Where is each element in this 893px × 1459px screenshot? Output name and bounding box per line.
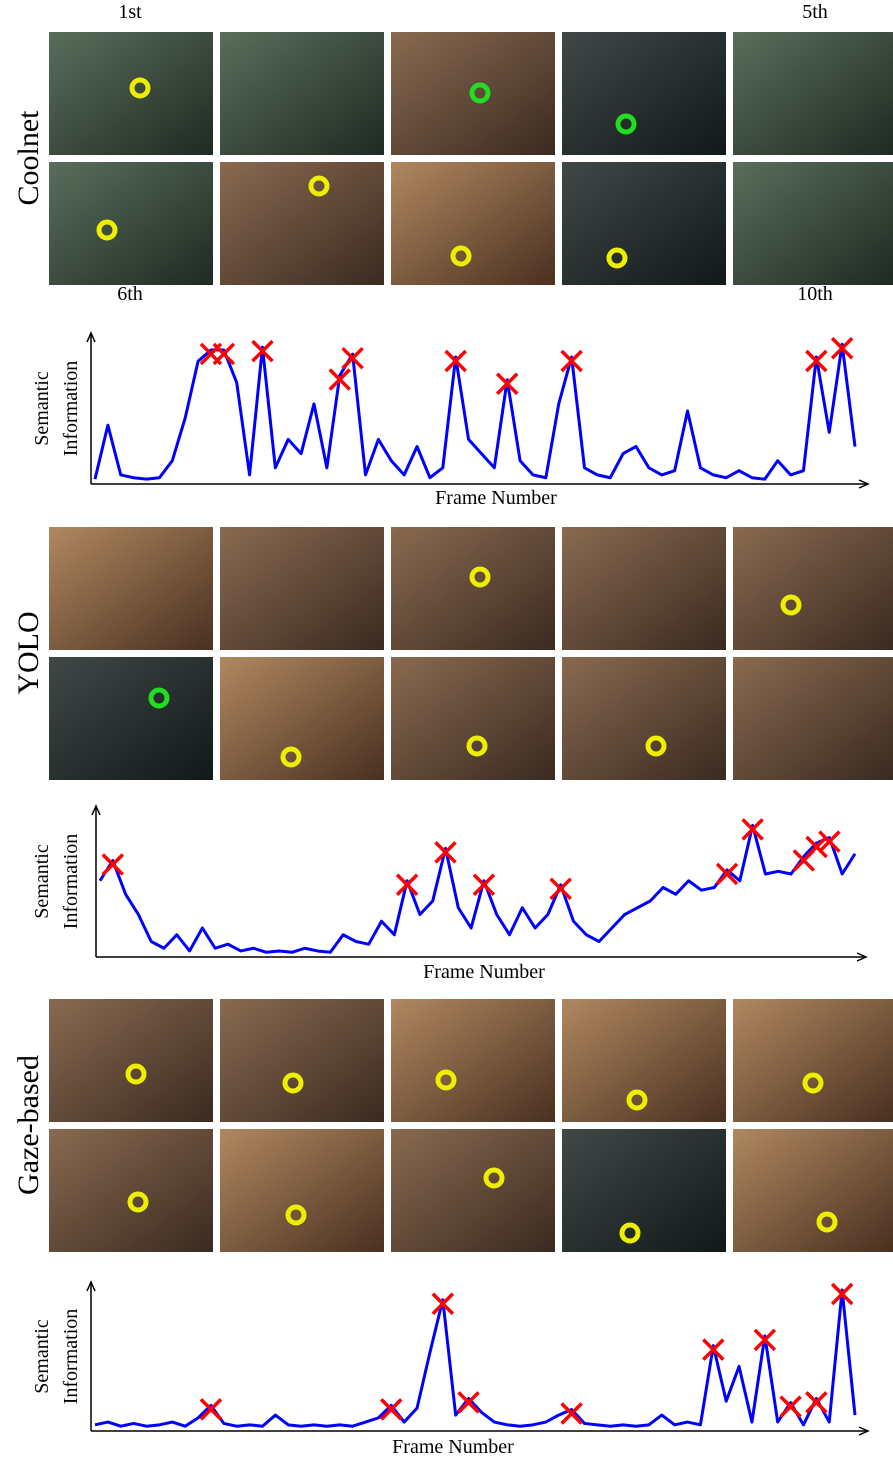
method-label: Coolnet [12,110,45,206]
keyframe-marker [743,819,763,839]
y-axis-label: Semantic [31,844,53,919]
frame-image [562,1129,726,1252]
keyframe-marker [214,344,234,364]
frame-image [220,527,384,650]
frame-label: 10th [797,283,833,305]
y-axis-label: Information [60,1309,82,1405]
frame-image [562,32,726,155]
frame-image [391,999,555,1122]
y-axis-label: Information [60,361,82,457]
keyframe-marker [497,374,517,394]
frame-label: 5th [802,1,828,23]
keyframe-marker [381,1399,401,1419]
x-axis-label: Frame Number [423,961,545,983]
y-axis-label: Semantic [31,1319,53,1394]
frame-image [49,1129,213,1252]
frame-image [562,527,726,650]
frame-image [733,32,893,155]
frame-image [49,657,213,780]
frame-image [733,999,893,1122]
frame-image [220,1129,384,1252]
y-axis-label: Semantic [31,371,53,446]
method-label: YOLO [12,611,45,694]
keyframe-marker [474,875,494,895]
y-axis-label: Information [60,834,82,930]
frame-label: 6th [117,283,143,305]
frame-image [220,657,384,780]
x-axis-label: Frame Number [435,487,557,509]
frame-image [391,162,555,285]
x-axis-label: Frame Number [392,1436,514,1458]
keyframe-marker [330,370,350,390]
frame-image [49,527,213,650]
frame-image [220,999,384,1122]
frame-image [562,162,726,285]
frame-image [733,1129,893,1252]
keyframe-marker [781,1397,801,1417]
frame-image [49,999,213,1122]
keyframe-marker [201,1399,221,1419]
figure: Coolnet 1st 5th 6th 10th Semantic Information F… [0,0,893,1459]
frame-image [49,32,213,155]
keyframe-marker [551,879,571,899]
frame-image [733,527,893,650]
frame-image [391,657,555,780]
keyframe-marker [459,1392,479,1412]
frame-image [220,32,384,155]
keyframe-marker [806,1392,826,1412]
frame-image [733,162,893,285]
keyframe-marker [103,855,123,875]
method-label: Gaze-based [12,1055,45,1195]
frame-image [733,657,893,780]
keyframe-marker [703,1340,723,1360]
keyframe-marker [436,842,456,862]
frame-image [391,527,555,650]
frame-label: 1st [118,1,142,23]
frame-image [220,162,384,285]
keyframe-marker [755,1330,775,1350]
frame-image [391,1129,555,1252]
keyframe-marker [397,875,417,895]
frame-image [49,162,213,285]
frame-image [562,657,726,780]
semantic-curve [95,344,855,479]
